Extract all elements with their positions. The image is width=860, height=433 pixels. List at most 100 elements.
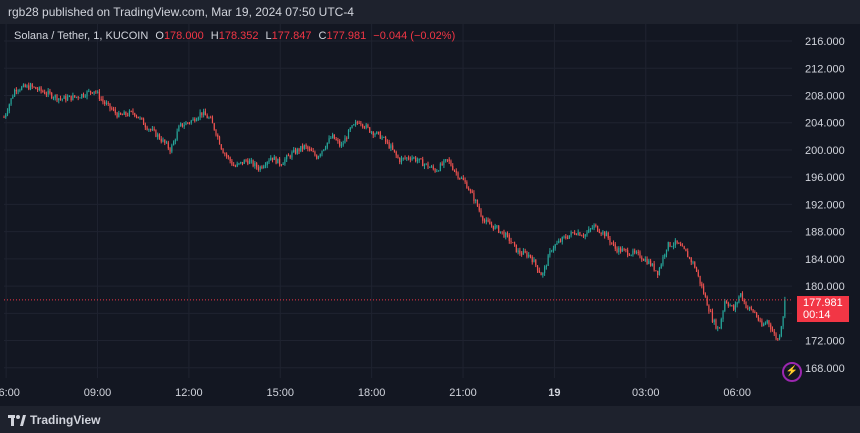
candle-body (558, 240, 560, 243)
candle-body (381, 137, 383, 139)
chart-area[interactable] (0, 24, 860, 406)
candle-body (393, 149, 396, 152)
candle-body (388, 142, 390, 149)
candle-body (226, 153, 228, 157)
candle-body (392, 145, 394, 150)
candle-body (142, 118, 145, 125)
candle-body (644, 258, 646, 261)
candle-body (512, 242, 514, 244)
candle-body (695, 267, 698, 272)
candle-body (680, 243, 682, 246)
candle-body (494, 225, 496, 230)
y-tick-label: 212.000 (805, 63, 845, 75)
candle-body (775, 333, 777, 339)
lightning-icon[interactable]: ⚡ (782, 362, 802, 382)
candle-body (589, 228, 592, 230)
y-tick-label: 196.000 (805, 172, 845, 184)
candle-body (724, 301, 726, 311)
candle-body (390, 145, 392, 149)
candle-body (266, 161, 268, 166)
candle-body (144, 124, 146, 128)
candle-body (153, 128, 155, 131)
candle-body (24, 84, 26, 88)
candle-body (745, 301, 747, 309)
candle-body (342, 143, 344, 145)
candle-body (604, 231, 606, 237)
candle-body (399, 158, 401, 163)
candle-body (298, 148, 300, 152)
candle-body (667, 242, 669, 250)
candle-body (291, 152, 293, 158)
candle-body (305, 145, 307, 147)
x-tick-label: 21:00 (449, 387, 477, 399)
close-label: C (318, 30, 327, 42)
candle-body (188, 122, 191, 124)
candle-body (711, 311, 714, 322)
footer-bar: TradingView (0, 406, 860, 433)
candle-body (450, 161, 452, 166)
candle-body (655, 270, 657, 272)
candle-body (181, 123, 184, 127)
candle-body (333, 134, 335, 140)
candle-body (171, 145, 173, 152)
candle-body (102, 99, 104, 102)
candle-body (241, 161, 244, 164)
candle-body (708, 305, 710, 312)
candle-body (434, 168, 436, 172)
candle-body (204, 111, 207, 116)
candle-body (400, 158, 403, 163)
candle-body (5, 114, 7, 118)
candle-body (759, 320, 761, 322)
tradingview-logo-icon (8, 415, 26, 427)
candle-body (386, 141, 388, 143)
candle-body (733, 305, 735, 310)
candle-body (625, 249, 627, 251)
candle-body (727, 303, 729, 306)
candle-body (605, 232, 608, 237)
candle-body (519, 250, 521, 254)
candle-body (326, 142, 328, 148)
candle-body (127, 115, 129, 116)
candle-body (743, 300, 745, 302)
x-tick-label: 03:00 (632, 387, 660, 399)
candle-body (59, 98, 62, 100)
candle-body (646, 258, 648, 264)
candle-body (164, 139, 166, 143)
candle-body (524, 251, 526, 253)
candle-body (376, 131, 378, 134)
candle-body (148, 129, 150, 131)
candle-body (476, 200, 479, 207)
x-tick-label: 18:00 (358, 387, 386, 399)
candle-body (466, 182, 468, 189)
candle-body (95, 91, 97, 93)
candle-body (271, 157, 274, 161)
price-chart[interactable]: 168.000172.000176.000180.000184.000188.0… (0, 24, 860, 406)
candle-body (766, 320, 768, 323)
candle-body (528, 254, 530, 257)
candle-body (3, 117, 5, 119)
candle-body (540, 272, 542, 276)
candle-body (660, 264, 662, 269)
candle-body (104, 101, 106, 104)
symbol-legend[interactable]: Solana / Tether, 1, KUCOIN O178.000 H178… (14, 30, 455, 42)
close-value: 177.981 (326, 30, 367, 42)
candle-body (370, 131, 373, 133)
candle-body (383, 137, 385, 138)
candle-body (632, 250, 634, 255)
candle-body (429, 167, 431, 168)
candle-body (628, 255, 631, 256)
candle-body (84, 96, 86, 98)
candle-body (247, 160, 249, 164)
candle-body (203, 111, 205, 116)
candle-body (600, 232, 602, 234)
candle-body (263, 166, 265, 168)
candle-body (238, 163, 240, 164)
candle-body (38, 87, 40, 91)
candle-body (42, 90, 44, 92)
symbol-name[interactable]: Solana / Tether, 1, KUCOIN (14, 30, 149, 42)
candle-body (556, 242, 558, 245)
tradingview-logo[interactable]: TradingView (8, 413, 100, 427)
candle-body (418, 158, 420, 161)
candle-body (533, 259, 535, 263)
candle-body (363, 126, 366, 128)
